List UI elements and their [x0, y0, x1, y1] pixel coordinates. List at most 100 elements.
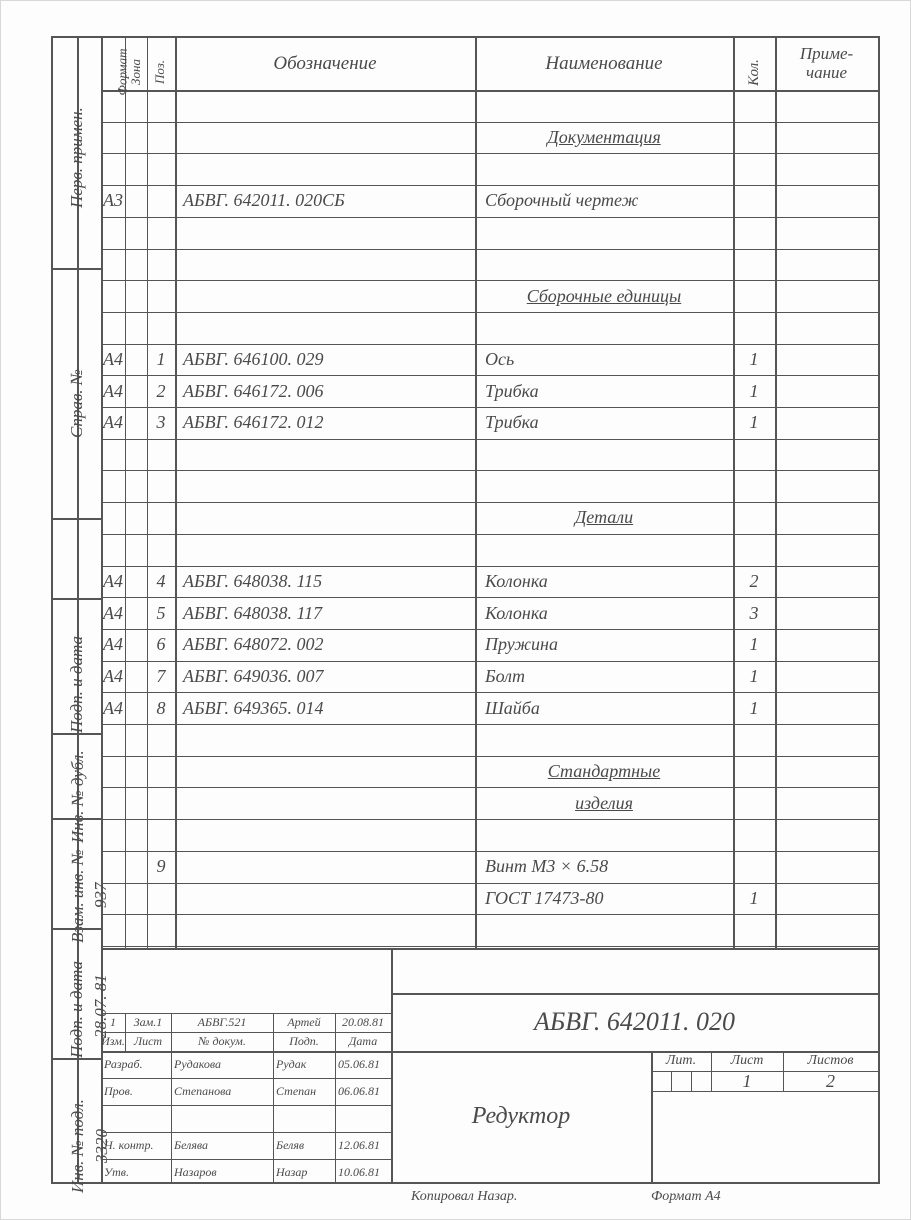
role-4-date: 10.06.81: [335, 1159, 391, 1186]
copied-label-text: Копировал: [411, 1189, 474, 1205]
row-19-format: А4: [101, 692, 125, 724]
row-9-name: Трибка: [485, 375, 725, 407]
role-4-role: Утв.: [101, 1159, 171, 1186]
role-1-role: Пров.: [101, 1078, 171, 1105]
listov-value: 2: [783, 1071, 878, 1091]
row-18-qty: 1: [733, 661, 775, 693]
lit-label: Лит.: [651, 1051, 711, 1071]
row-17-format: А4: [101, 629, 125, 661]
list-value: 1: [711, 1071, 783, 1091]
row-8-designation: АБВГ. 646100. 029: [183, 344, 467, 376]
colh-list: Лист: [125, 1032, 171, 1051]
role-3-name: Белява: [171, 1132, 273, 1159]
row-17-qty: 1: [733, 629, 775, 661]
row-9-designation: АБВГ. 646172. 006: [183, 375, 467, 407]
outer-frame: Формат Зона Поз. Обозначение Наименовани…: [51, 36, 880, 1184]
role-4-name: Назаров: [171, 1159, 273, 1186]
doc-number: АБВГ. 642011. 020: [391, 993, 878, 1051]
chg-sign: Артей: [273, 1013, 335, 1032]
row-16-poz: 5: [147, 597, 175, 629]
row-22-name: изделия: [475, 787, 733, 819]
row-10-format: А4: [101, 407, 125, 439]
row-10-poz: 3: [147, 407, 175, 439]
row-17-poz: 6: [147, 629, 175, 661]
row-9-qty: 1: [733, 375, 775, 407]
copied-sign: Назар.: [477, 1189, 517, 1205]
format-note: Формат А4: [651, 1187, 721, 1207]
row-3-format: А3: [101, 185, 125, 217]
row-15-name: Колонка: [485, 566, 725, 598]
row-15-qty: 2: [733, 566, 775, 598]
row-16-name: Колонка: [485, 597, 725, 629]
role-1-name: Степанова: [171, 1078, 273, 1105]
role-1-sign: Степан: [273, 1078, 335, 1105]
row-19-designation: АБВГ. 649365. 014: [183, 692, 467, 724]
side-perv-primen: Перв. примен.: [67, 88, 87, 208]
hdr-name: Наименование: [475, 38, 733, 90]
role-0-date: 05.06.81: [335, 1051, 391, 1078]
row-10-qty: 1: [733, 407, 775, 439]
row-8-qty: 1: [733, 344, 775, 376]
hdr-poz: Поз.: [152, 60, 168, 84]
row-19-poz: 8: [147, 692, 175, 724]
role-3-date: 12.06.81: [335, 1132, 391, 1159]
side-vzam: Взам. инв. №: [68, 813, 88, 943]
row-15-format: А4: [101, 566, 125, 598]
hdr-designation: Обозначение: [175, 38, 475, 90]
side-vzam-val: 937: [91, 848, 111, 908]
row-17-name: Пружина: [485, 629, 725, 661]
row-15-designation: АБВГ. 648038. 115: [183, 566, 467, 598]
row-17-designation: АБВГ. 648072. 002: [183, 629, 467, 661]
row-16-format: А4: [101, 597, 125, 629]
role-3-sign: Беляв: [273, 1132, 335, 1159]
row-9-poz: 2: [147, 375, 175, 407]
row-19-qty: 1: [733, 692, 775, 724]
row-1-name: Документация: [475, 122, 733, 154]
chg-date: 20.08.81: [335, 1013, 391, 1032]
colh-data: Дата: [335, 1032, 391, 1051]
row-18-name: Болт: [485, 661, 725, 693]
role-0-name: Рудакова: [171, 1051, 273, 1078]
list-label: Лист: [711, 1051, 783, 1071]
side-podp2: Подп. и дата: [67, 938, 87, 1058]
role-1-date: 06.06.81: [335, 1078, 391, 1105]
row-24-name: Винт М3 × 6.58: [485, 851, 725, 883]
hdr-note: Приме- чание: [775, 38, 878, 90]
product-name: Редуктор: [391, 1051, 651, 1182]
row-6-name: Сборочные единицы: [475, 280, 733, 312]
row-16-qty: 3: [733, 597, 775, 629]
row-13-name: Детали: [475, 502, 733, 534]
role-3-role: Н. контр.: [101, 1132, 171, 1159]
row-25-qty: 1: [733, 883, 775, 915]
listov-label: Листов: [783, 1051, 878, 1071]
copied-label: Копировал Назар.: [411, 1187, 517, 1207]
row-25-name: ГОСТ 17473-80: [485, 883, 725, 915]
row-10-name: Трибка: [485, 407, 725, 439]
colh-izm: Изм.: [101, 1032, 125, 1051]
row-3-name: Сборочный чертеж: [485, 185, 725, 217]
row-18-format: А4: [101, 661, 125, 693]
side-sprav: Справ. №: [67, 338, 87, 438]
colh-ndoc: № докум.: [171, 1032, 273, 1051]
row-10-designation: АБВГ. 646172. 012: [183, 407, 467, 439]
colh-podp: Подп.: [273, 1032, 335, 1051]
role-0-sign: Рудак: [273, 1051, 335, 1078]
row-16-designation: АБВГ. 648038. 117: [183, 597, 467, 629]
row-8-poz: 1: [147, 344, 175, 376]
hdr-qty: Кол.: [746, 59, 763, 86]
row-3-designation: АБВГ. 642011. 020СБ: [183, 185, 467, 217]
chg-col2: Зам.1: [125, 1013, 171, 1032]
row-19-name: Шайба: [485, 692, 725, 724]
row-8-name: Ось: [485, 344, 725, 376]
chg-col1: 1: [101, 1013, 125, 1032]
row-8-format: А4: [101, 344, 125, 376]
chg-col3: АБВГ.521: [171, 1013, 273, 1032]
row-18-poz: 7: [147, 661, 175, 693]
side-invpodl: Инв. № подл.: [68, 1063, 88, 1193]
row-9-format: А4: [101, 375, 125, 407]
gost-spec-sheet: Формат Зона Поз. Обозначение Наименовани…: [0, 0, 911, 1220]
role-0-role: Разраб.: [101, 1051, 171, 1078]
row-24-poz: 9: [147, 851, 175, 883]
row-21-name: Стандартные: [475, 756, 733, 788]
hdr-zona: Зона: [128, 59, 144, 85]
